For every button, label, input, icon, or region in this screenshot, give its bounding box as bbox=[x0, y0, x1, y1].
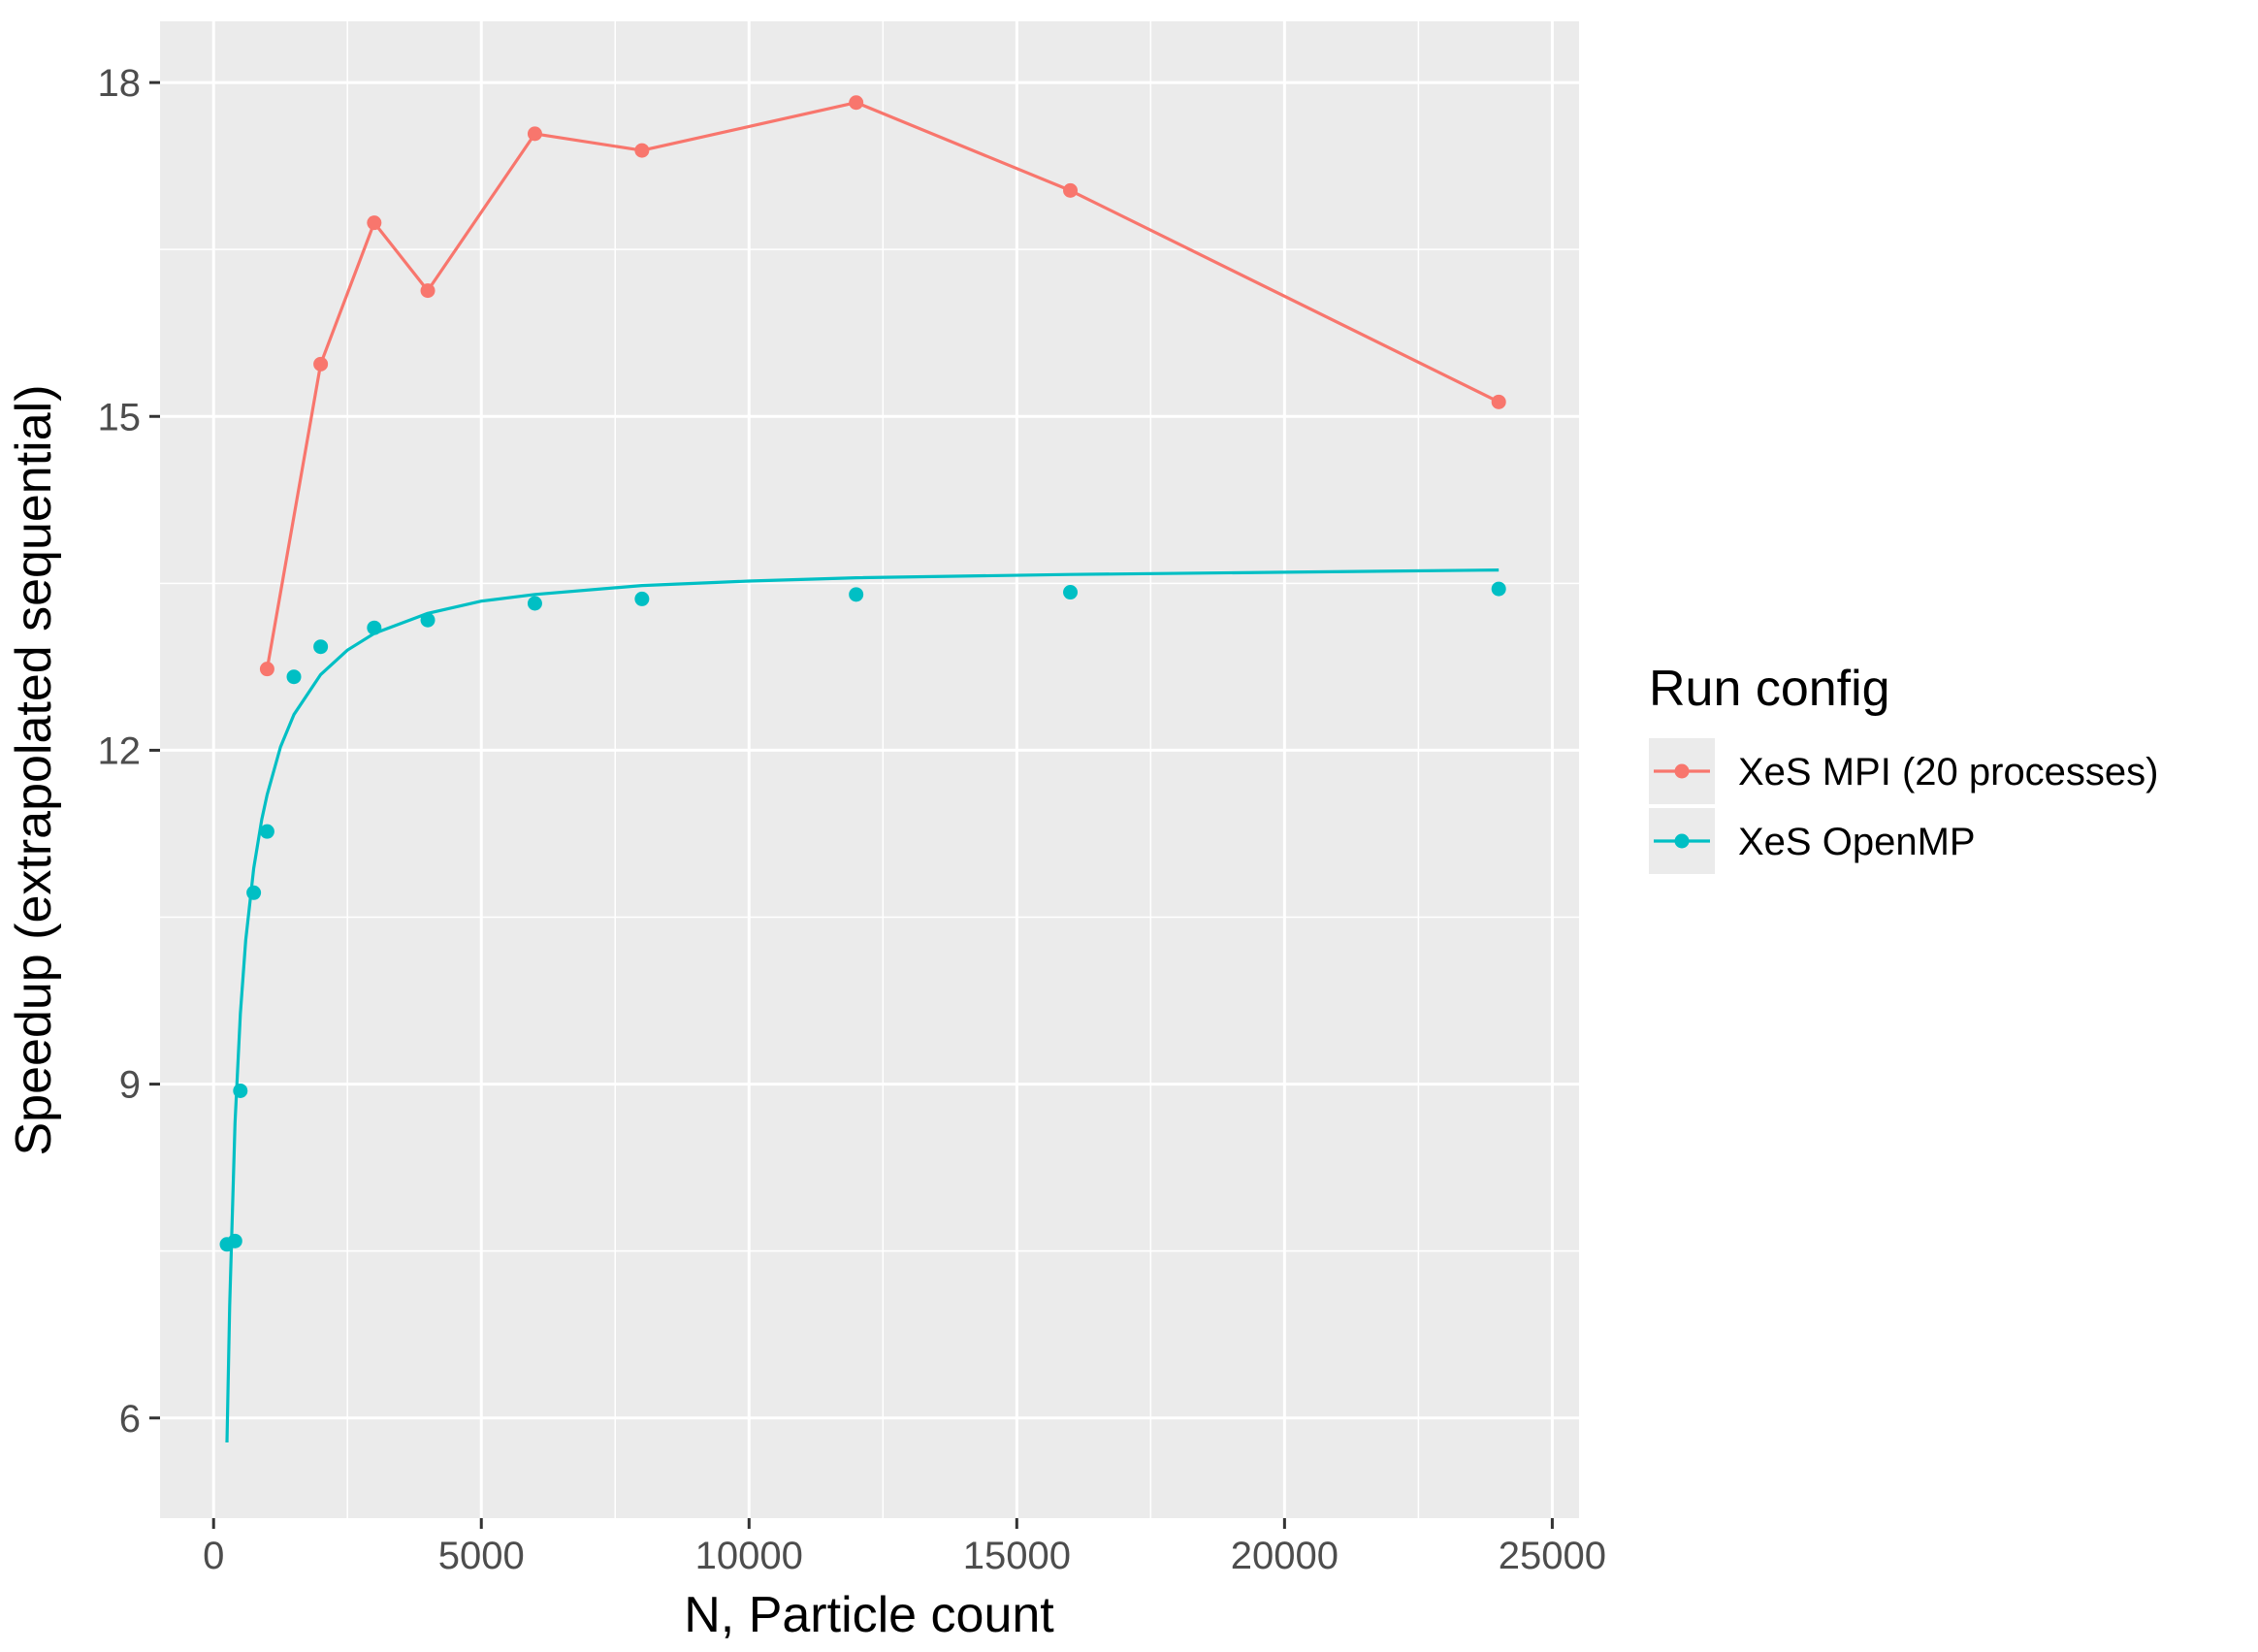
y-tick-label: 15 bbox=[98, 396, 142, 438]
data-point bbox=[634, 591, 650, 606]
legend-items: XeS MPI (20 processes) XeS OpenMP bbox=[1649, 738, 2159, 874]
data-point bbox=[1491, 394, 1506, 409]
x-tick-label: 0 bbox=[203, 1535, 224, 1577]
series-layer bbox=[219, 95, 1506, 1443]
x-axis-title: N, Particle count bbox=[684, 1587, 1054, 1643]
legend-title: Run config bbox=[1649, 661, 1890, 717]
grid-minor bbox=[160, 21, 1579, 1518]
legend-label: XeS MPI (20 processes) bbox=[1738, 751, 2159, 794]
x-axis: 0 5000 10000 15000 20000 25000 bbox=[203, 1518, 1606, 1577]
y-tick-label: 6 bbox=[119, 1398, 141, 1441]
data-point bbox=[259, 662, 274, 677]
plot-panel bbox=[160, 21, 1579, 1518]
legend: Run config XeS MPI (20 processes) XeS Ope… bbox=[1649, 661, 2159, 874]
series-2 bbox=[219, 568, 1506, 1443]
data-point bbox=[246, 885, 262, 900]
data-point bbox=[420, 612, 435, 628]
y-tick-label: 12 bbox=[98, 729, 142, 772]
data-point bbox=[849, 95, 864, 111]
y-tick-label: 18 bbox=[98, 62, 142, 105]
y-axis: 6 9 12 15 18 bbox=[98, 62, 160, 1441]
data-point bbox=[527, 596, 542, 611]
data-point bbox=[634, 143, 650, 158]
data-point bbox=[227, 1233, 242, 1248]
data-point bbox=[367, 620, 382, 635]
x-tick-label: 25000 bbox=[1499, 1535, 1606, 1577]
x-tick-label: 10000 bbox=[695, 1535, 803, 1577]
y-axis-title: Speedup (extrapolated sequential) bbox=[6, 384, 62, 1155]
data-point bbox=[259, 824, 274, 839]
y-tick-label: 9 bbox=[119, 1064, 141, 1107]
data-point bbox=[367, 215, 382, 231]
data-point bbox=[313, 639, 329, 655]
legend-key-point bbox=[1674, 833, 1690, 849]
data-point bbox=[849, 587, 864, 602]
data-point bbox=[527, 126, 542, 142]
data-point bbox=[1063, 182, 1079, 198]
data-point bbox=[420, 283, 435, 299]
data-point bbox=[286, 669, 302, 685]
data-point bbox=[313, 356, 329, 372]
series-fitted-curve bbox=[225, 568, 1500, 1443]
x-tick-label: 15000 bbox=[963, 1535, 1071, 1577]
x-tick-label: 20000 bbox=[1231, 1535, 1339, 1577]
grid-major bbox=[160, 21, 1579, 1518]
data-point bbox=[1491, 581, 1506, 597]
legend-key-point bbox=[1674, 763, 1690, 779]
x-tick-label: 5000 bbox=[438, 1535, 525, 1577]
data-point bbox=[233, 1083, 248, 1098]
series-1 bbox=[259, 95, 1506, 677]
legend-item: XeS OpenMP bbox=[1649, 808, 1976, 874]
legend-item: XeS MPI (20 processes) bbox=[1649, 738, 2159, 804]
data-point bbox=[1063, 585, 1079, 600]
legend-label: XeS OpenMP bbox=[1738, 821, 1976, 863]
